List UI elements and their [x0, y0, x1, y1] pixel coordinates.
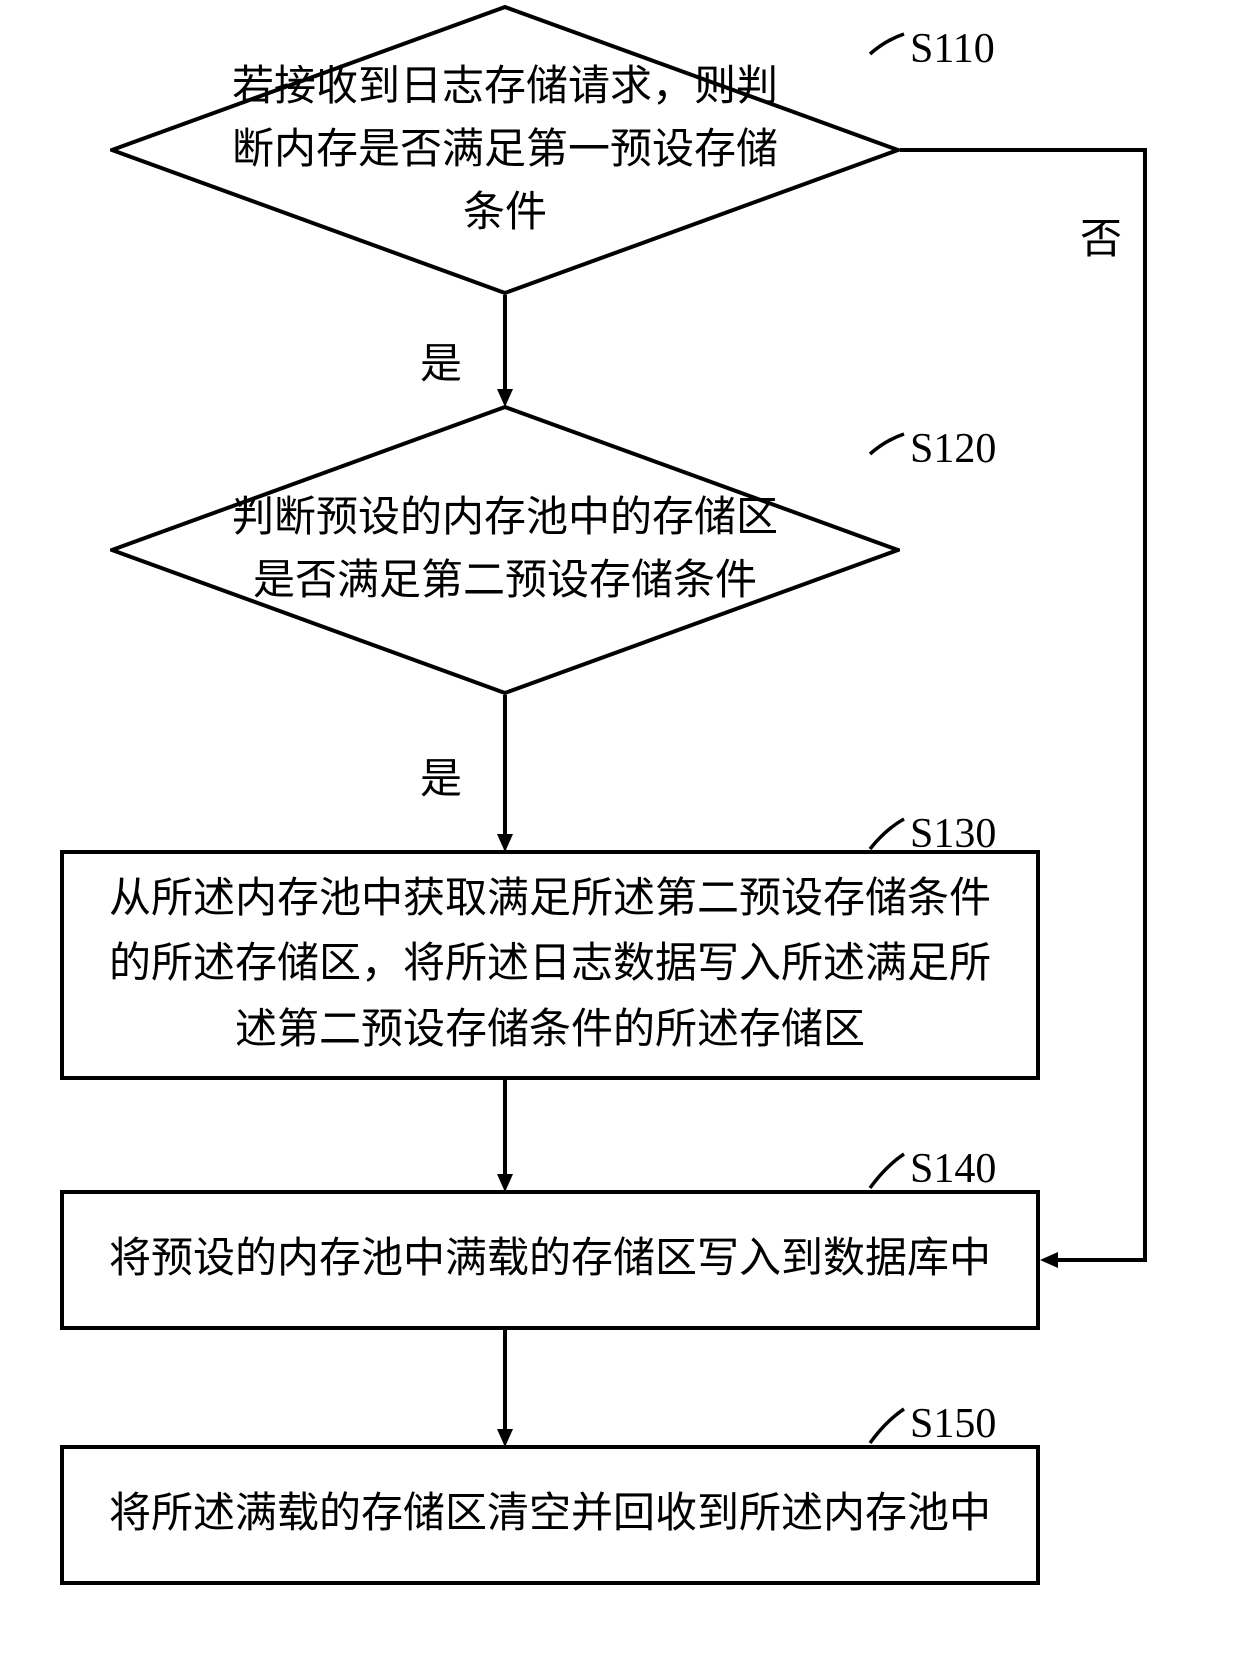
edge-s120-yes	[495, 695, 515, 852]
edge-s110-no	[898, 140, 1158, 1275]
process-s140-text: 将预设的内存池中满载的存储区写入到数据库中	[109, 1227, 991, 1292]
process-s130-text: 从所述内存池中获取满足所述第二预设存储条件的所述存储区，将所述日志数据写入所述满…	[94, 867, 1006, 1062]
leader-s130	[868, 817, 908, 853]
edge-s110-yes	[495, 295, 515, 407]
edge-s120-yes-label: 是	[420, 745, 462, 806]
leader-s110	[868, 32, 908, 60]
edge-s130-s140	[495, 1080, 515, 1192]
leader-s150	[868, 1407, 908, 1447]
process-s130: 从所述内存池中获取满足所述第二预设存储条件的所述存储区，将所述日志数据写入所述满…	[60, 850, 1040, 1080]
decision-s110-text: 若接收到日志存储请求，则判断内存是否满足第一预设存储条件	[225, 56, 785, 245]
process-s150-text: 将所述满载的存储区清空并回收到所述内存池中	[109, 1482, 991, 1547]
label-s110: S110	[910, 25, 995, 73]
leader-s140	[868, 1152, 908, 1192]
process-s150: 将所述满载的存储区清空并回收到所述内存池中	[60, 1445, 1040, 1585]
label-s140: S140	[910, 1145, 996, 1193]
label-s120: S120	[910, 425, 996, 473]
edge-s110-yes-label: 是	[420, 330, 462, 391]
edge-s140-s150	[495, 1330, 515, 1447]
edge-s110-no-label: 否	[1080, 205, 1122, 266]
decision-s120-text: 判断预设的内存池中的存储区是否满足第二预设存储条件	[225, 487, 785, 613]
label-s150: S150	[910, 1400, 996, 1448]
leader-s120	[868, 432, 908, 460]
decision-s110: 若接收到日志存储请求，则判断内存是否满足第一预设存储条件	[110, 5, 900, 295]
decision-s120: 判断预设的内存池中的存储区是否满足第二预设存储条件	[110, 405, 900, 695]
process-s140: 将预设的内存池中满载的存储区写入到数据库中	[60, 1190, 1040, 1330]
label-s130: S130	[910, 810, 996, 858]
